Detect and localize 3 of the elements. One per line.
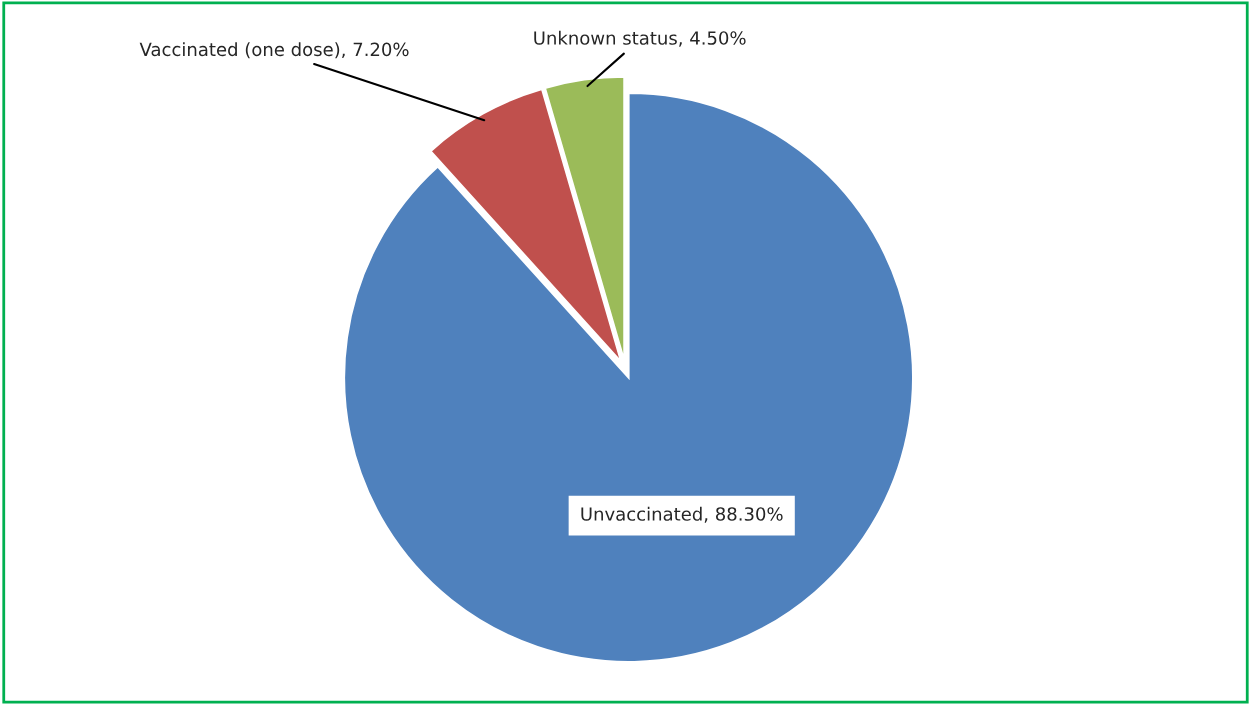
slice-label: Unvaccinated, 88.30% <box>581 506 783 523</box>
slice-label: Vaccinated (one dose), 7.20% <box>139 42 409 59</box>
slice-label: Unknown status, 4.50% <box>534 30 746 47</box>
